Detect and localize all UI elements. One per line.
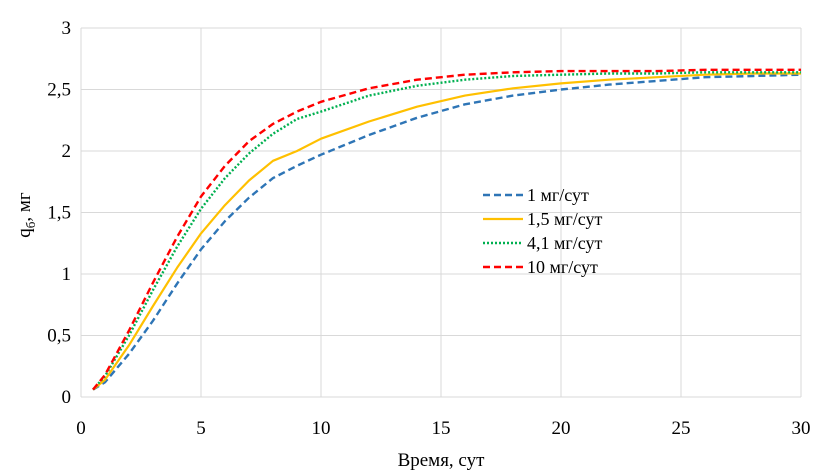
y-tick-label: 0: [62, 387, 72, 408]
svg-text:qб, мг: qб, мг: [14, 192, 38, 238]
x-tick-label: 10: [312, 418, 331, 439]
x-tick-label: 20: [552, 418, 571, 439]
y-tick-label: 1: [62, 264, 72, 285]
y-tick-label: 2,5: [47, 80, 71, 101]
y-tick-label: 2: [62, 141, 72, 162]
series-line-4: [92, 68, 801, 391]
y-tick-labels: 0 0,5 1 1,5 2 2,5 3: [47, 18, 71, 408]
y-axis-title-main: q: [14, 228, 35, 238]
legend: 1 мг/сут 1,5 мг/сут 4,1 мг/сут 10 мг/сут: [483, 185, 603, 277]
x-tick-label: 30: [792, 418, 811, 439]
y-tick-label: 3: [62, 18, 72, 39]
series-line-3: [92, 71, 801, 391]
legend-label: 1,5 мг/сут: [527, 209, 603, 229]
series-line-1: [92, 73, 802, 391]
x-axis-title: Время, сут: [398, 450, 486, 471]
x-tick-label: 15: [432, 418, 451, 439]
y-tick-label: 1,5: [47, 203, 71, 224]
x-tick-labels: 0 5 10 15 20 25 30: [76, 418, 810, 439]
legend-label: 4,1 мг/сут: [527, 233, 603, 253]
x-tick-label: 0: [76, 418, 86, 439]
legend-label: 1 мг/сут: [527, 185, 589, 205]
series-line-2: [92, 72, 801, 391]
y-axis-title-subscript: б: [23, 221, 38, 228]
y-axis-title-suffix: , мг: [14, 192, 35, 222]
legend-label: 10 мг/сут: [527, 257, 598, 277]
grid: [80, 27, 802, 398]
x-tick-label: 5: [196, 418, 206, 439]
x-tick-label: 25: [672, 418, 691, 439]
y-tick-label: 0,5: [47, 326, 71, 347]
y-axis-title: qб, мг: [14, 192, 38, 238]
series-lines: [92, 68, 802, 391]
